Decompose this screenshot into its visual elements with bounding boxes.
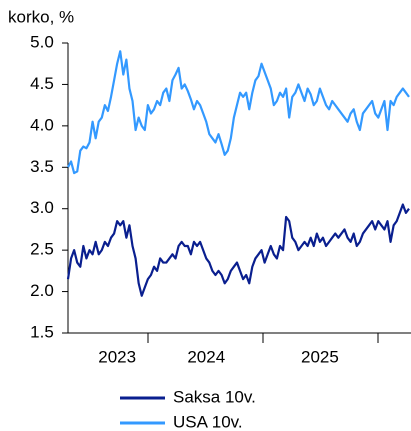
chart-title: korko, % [8,7,74,26]
x-tick-label: 2024 [187,347,225,366]
line-series [66,203,410,297]
y-tick-label: 3.0 [30,198,54,217]
y-tick-label: 4.0 [30,115,54,134]
y-tick-label: 5.0 [30,32,54,51]
y-tick-label: 2.5 [30,240,54,259]
y-tick-label: 3.5 [30,157,54,176]
legend-label: Saksa 10v. [173,387,256,406]
legend-label: USA 10v. [173,412,243,431]
y-tick-label: 4.5 [30,74,54,93]
y-tick-label: 2.0 [30,281,54,300]
x-tick-label: 2023 [98,347,136,366]
y-tick-label: 1.5 [30,322,54,341]
x-tick-label: 2025 [301,347,339,366]
line-series [67,50,410,175]
